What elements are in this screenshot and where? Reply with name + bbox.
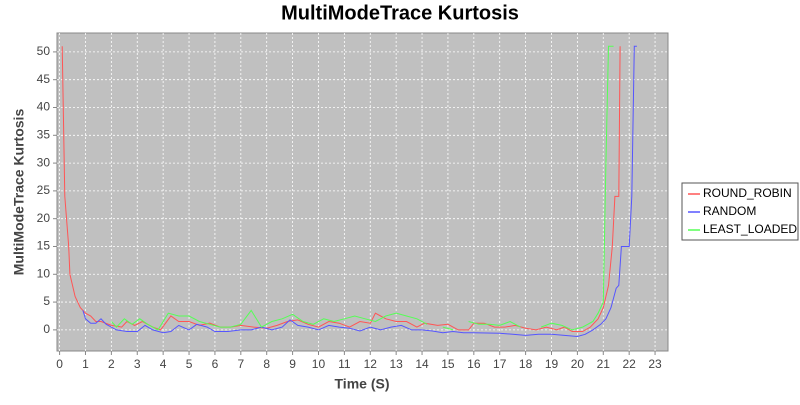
x-tick-label: 20 xyxy=(571,357,585,371)
x-tick-label: 16 xyxy=(467,357,481,371)
y-axis-label: MultiModeTrace Kurtosis xyxy=(11,109,27,276)
x-tick-label: 0 xyxy=(56,357,63,371)
legend-label: ROUND_ROBIN xyxy=(703,186,792,200)
x-tick-label: 19 xyxy=(545,357,559,371)
chart-title: MultiModeTrace Kurtosis xyxy=(281,2,519,24)
x-tick-label: 10 xyxy=(312,357,326,371)
y-tick-label: 45 xyxy=(37,72,51,86)
x-tick-label: 13 xyxy=(389,357,403,371)
legend-label: RANDOM xyxy=(703,204,756,218)
y-tick-label: 5 xyxy=(43,294,50,308)
y-tick-label: 15 xyxy=(37,239,51,253)
y-tick-label: 0 xyxy=(43,322,50,336)
x-tick-label: 22 xyxy=(622,357,636,371)
x-tick-label: 2 xyxy=(108,357,115,371)
x-tick-label: 11 xyxy=(338,357,351,371)
x-tick-label: 15 xyxy=(441,357,455,371)
x-tick-label: 14 xyxy=(415,357,429,371)
x-tick-label: 8 xyxy=(263,357,270,371)
x-tick-label: 4 xyxy=(160,357,167,371)
y-tick-label: 25 xyxy=(37,183,51,197)
x-tick-label: 17 xyxy=(493,357,507,371)
x-tick-label: 5 xyxy=(186,357,193,371)
x-tick-label: 3 xyxy=(134,357,141,371)
series-line xyxy=(82,45,637,338)
legend-label: LEAST_LOADED xyxy=(703,222,797,236)
x-tick-label: 18 xyxy=(519,357,533,371)
y-tick-label: 10 xyxy=(37,266,51,280)
x-tick-label: 23 xyxy=(648,357,662,371)
x-axis-label: Time (S) xyxy=(335,376,390,392)
series-line xyxy=(61,46,621,332)
y-tick-label: 50 xyxy=(37,44,51,58)
series-line xyxy=(111,45,614,331)
x-tick-label: 12 xyxy=(364,357,378,371)
x-tick-label: 7 xyxy=(237,357,244,371)
y-tick-label: 30 xyxy=(37,155,51,169)
plot-area xyxy=(56,32,669,352)
y-tick-label: 35 xyxy=(37,127,51,141)
y-tick-label: 40 xyxy=(37,100,51,114)
x-tick-label: 1 xyxy=(82,357,89,371)
legend-box xyxy=(681,182,799,241)
x-tick-label: 21 xyxy=(597,357,611,371)
y-tick-label: 20 xyxy=(37,211,51,225)
x-tick-label: 9 xyxy=(289,357,296,371)
x-tick-label: 6 xyxy=(212,357,219,371)
